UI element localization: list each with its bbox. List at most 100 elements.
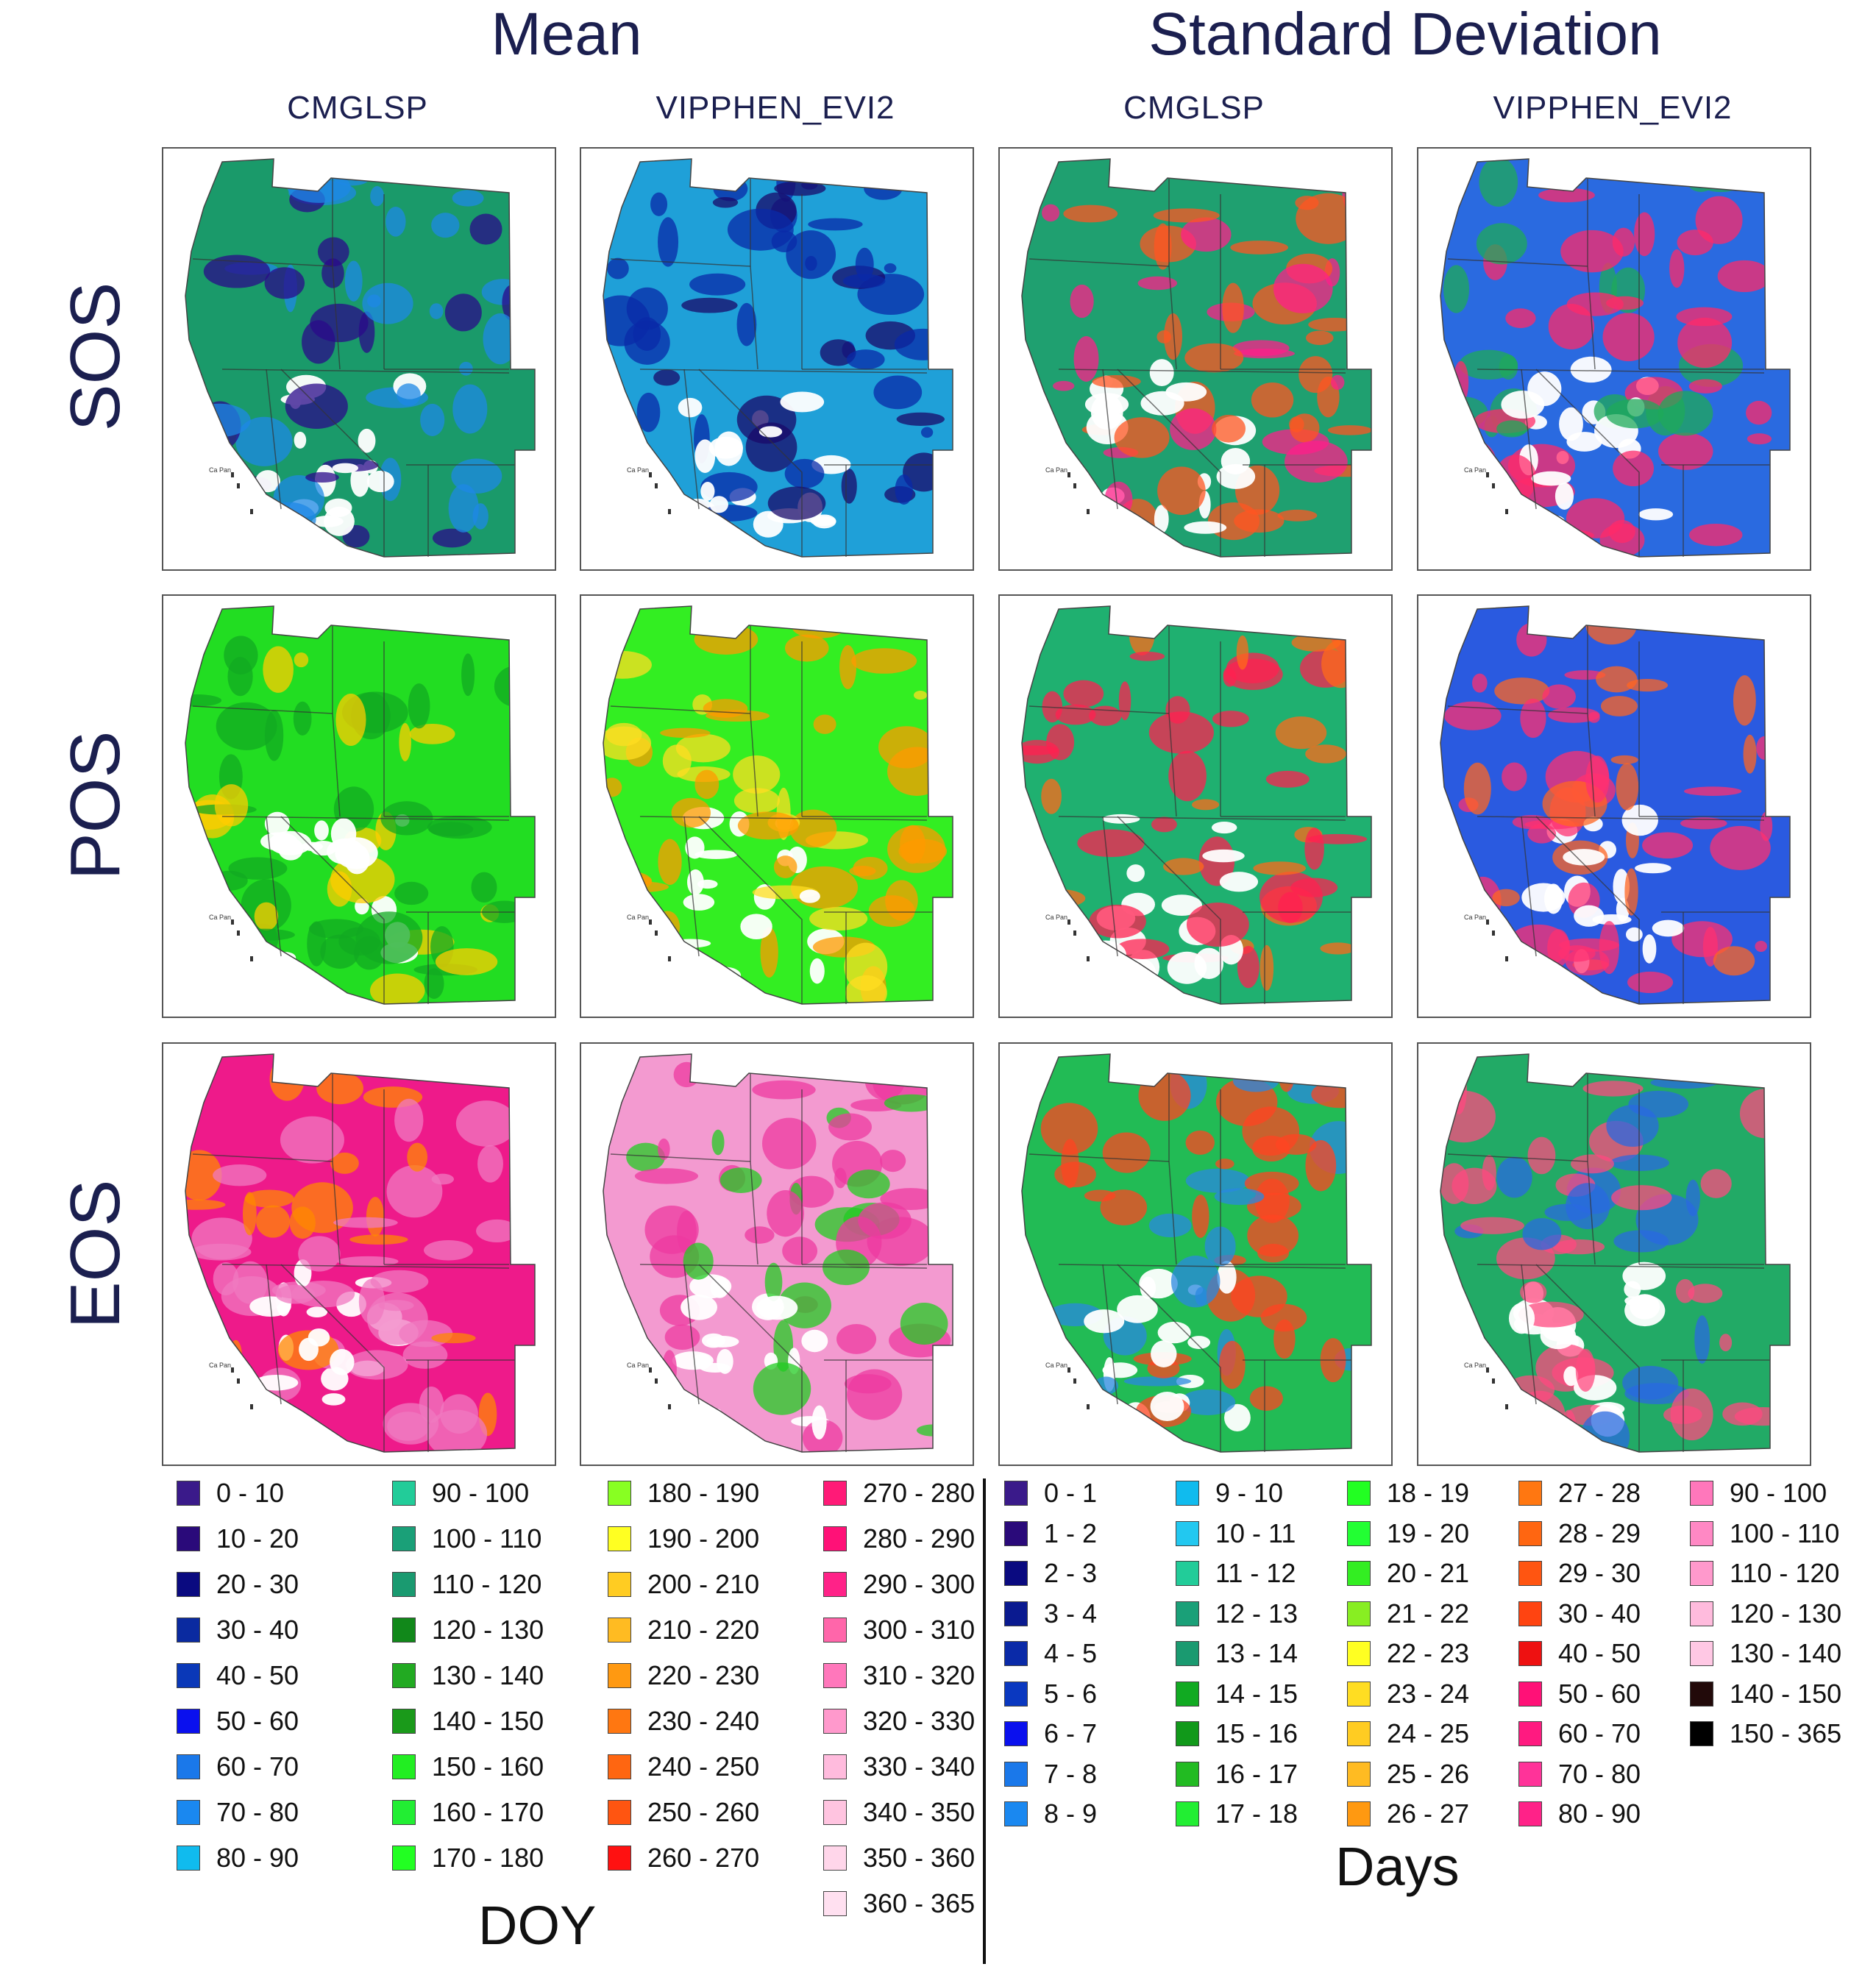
days-legend-swatch	[1690, 1601, 1713, 1626]
region-outline	[603, 605, 953, 1005]
doy-legend-label: 50 - 60	[216, 1706, 299, 1736]
map-pattern-patch	[1305, 1139, 1337, 1192]
doy-legend-label: 150 - 160	[432, 1751, 544, 1782]
map-pattern-patch	[1104, 481, 1133, 518]
row-label-eos: EOS	[56, 1179, 135, 1329]
days-legend-label: 15 - 16	[1215, 1718, 1298, 1748]
map-pattern-patch	[887, 825, 946, 873]
doy-legend-item: 20 - 30	[177, 1567, 299, 1602]
days-legend-swatch	[1004, 1761, 1028, 1787]
map-pattern-patch	[1688, 379, 1722, 394]
days-legend-label: 14 - 15	[1215, 1678, 1298, 1709]
map-pattern-patch	[764, 1262, 783, 1302]
days-legend-label: 7 - 8	[1044, 1758, 1098, 1789]
map-pattern-patch	[692, 1353, 711, 1370]
map-pattern-patch	[752, 1080, 816, 1100]
island-mark	[250, 1404, 253, 1409]
state-boundary-line	[1117, 816, 1221, 1004]
map-pattern-patch	[1040, 1103, 1098, 1155]
days-legend-item: 29 - 30	[1518, 1556, 1641, 1591]
map-pattern-patch	[603, 950, 643, 994]
doy-legend-swatch	[392, 1481, 416, 1506]
map-pattern-patch	[784, 458, 825, 488]
map-pattern-patch	[1320, 942, 1357, 955]
map-pattern-patch	[1624, 868, 1638, 916]
map-pattern-patch	[1151, 816, 1177, 833]
legend-doy-unit: DOY	[478, 1895, 597, 1956]
map-pattern-patch	[1236, 635, 1249, 670]
days-legend-label: 0 - 1	[1044, 1478, 1098, 1508]
doy-legend-item: 40 - 50	[177, 1658, 299, 1693]
map-pattern-patch	[1508, 1303, 1535, 1334]
days-legend-label: 8 - 9	[1044, 1798, 1098, 1829]
map-pattern-patch	[1156, 330, 1172, 344]
days-legend-item: 7 - 8	[1004, 1757, 1097, 1792]
map-pattern-patch	[1520, 1281, 1547, 1303]
doy-legend-label: 170 - 180	[432, 1843, 544, 1873]
doy-legend-label: 80 - 90	[216, 1843, 299, 1873]
map-pattern-patch	[1694, 1315, 1710, 1364]
map-pattern-patch	[1102, 1362, 1138, 1378]
map-pattern-patch	[424, 968, 444, 999]
days-legend-item: 40 - 50	[1518, 1636, 1641, 1671]
days-legend-item: 23 - 24	[1347, 1676, 1469, 1712]
state-boundary-line	[221, 816, 510, 821]
doy-legend-item: 330 - 340	[823, 1749, 975, 1784]
doy-legend-item: 220 - 230	[608, 1658, 759, 1693]
days-legend-swatch	[1004, 1801, 1028, 1826]
island-mark	[668, 509, 671, 514]
map-pattern-patch	[394, 881, 429, 905]
map-pattern-patch	[293, 701, 312, 736]
map-pattern-patch	[853, 856, 888, 880]
map-pattern-patch	[624, 975, 681, 1004]
map-pattern-patch	[1277, 509, 1318, 522]
map-pattern-patch	[700, 471, 758, 502]
days-legend-label: 6 - 7	[1044, 1718, 1098, 1748]
doy-legend-item: 290 - 300	[823, 1567, 975, 1602]
map-pattern-patch	[254, 902, 279, 931]
map-pattern-patch	[1170, 1256, 1221, 1308]
map-pattern-patch	[1582, 1081, 1644, 1097]
map-pattern-patch	[1574, 905, 1605, 927]
days-legend-swatch	[1176, 1761, 1199, 1787]
map-pattern-patch	[1179, 1389, 1236, 1415]
map-pattern-patch	[1680, 817, 1727, 830]
state-boundary-line	[1117, 369, 1221, 557]
column-label-sd-cmglsp: CMGLSP	[1123, 90, 1265, 126]
doy-legend-swatch	[823, 1709, 847, 1734]
map-pattern-patch	[1544, 883, 1563, 914]
days-legend-swatch	[1347, 1481, 1371, 1506]
map-pattern-patch	[1084, 1189, 1116, 1202]
map-pattern-patch	[706, 1336, 739, 1348]
days-legend-swatch	[1176, 1681, 1199, 1707]
map-svg: Ca Pan	[185, 158, 536, 558]
row-label-pos: POS	[56, 730, 135, 880]
state-boundary-line	[1447, 258, 1588, 267]
island-mark	[1067, 472, 1070, 477]
map-pattern-patch	[644, 1205, 699, 1254]
island-mark	[1067, 919, 1070, 925]
days-legend-swatch	[1518, 1520, 1542, 1546]
map-pattern-patch	[603, 873, 652, 888]
doy-legend-item: 170 - 180	[392, 1840, 544, 1876]
doy-legend-label: 10 - 20	[216, 1523, 299, 1554]
doy-legend-label: 100 - 110	[432, 1523, 542, 1554]
state-boundary-line	[266, 816, 282, 957]
island-mark	[1505, 956, 1508, 961]
map-pattern-patch	[805, 255, 817, 271]
doy-legend-swatch	[608, 1754, 631, 1779]
days-legend-item: 10 - 11	[1176, 1516, 1296, 1551]
map-pattern-patch	[1154, 223, 1172, 270]
map-pattern-patch	[683, 894, 715, 911]
map-pattern-patch	[461, 653, 475, 697]
map-pattern-patch	[1298, 356, 1333, 394]
days-legend-item: 8 - 9	[1004, 1796, 1097, 1832]
doy-legend-label: 260 - 270	[647, 1843, 760, 1873]
map-pattern-patch	[761, 1117, 817, 1170]
doy-legend-swatch	[823, 1891, 847, 1916]
map-pattern-patch	[1733, 675, 1756, 726]
map-state-label: Ca Pan	[627, 914, 649, 921]
days-legend-swatch	[1176, 1561, 1199, 1586]
map-pattern-patch	[1719, 1334, 1733, 1352]
days-legend-swatch	[1518, 1561, 1542, 1586]
